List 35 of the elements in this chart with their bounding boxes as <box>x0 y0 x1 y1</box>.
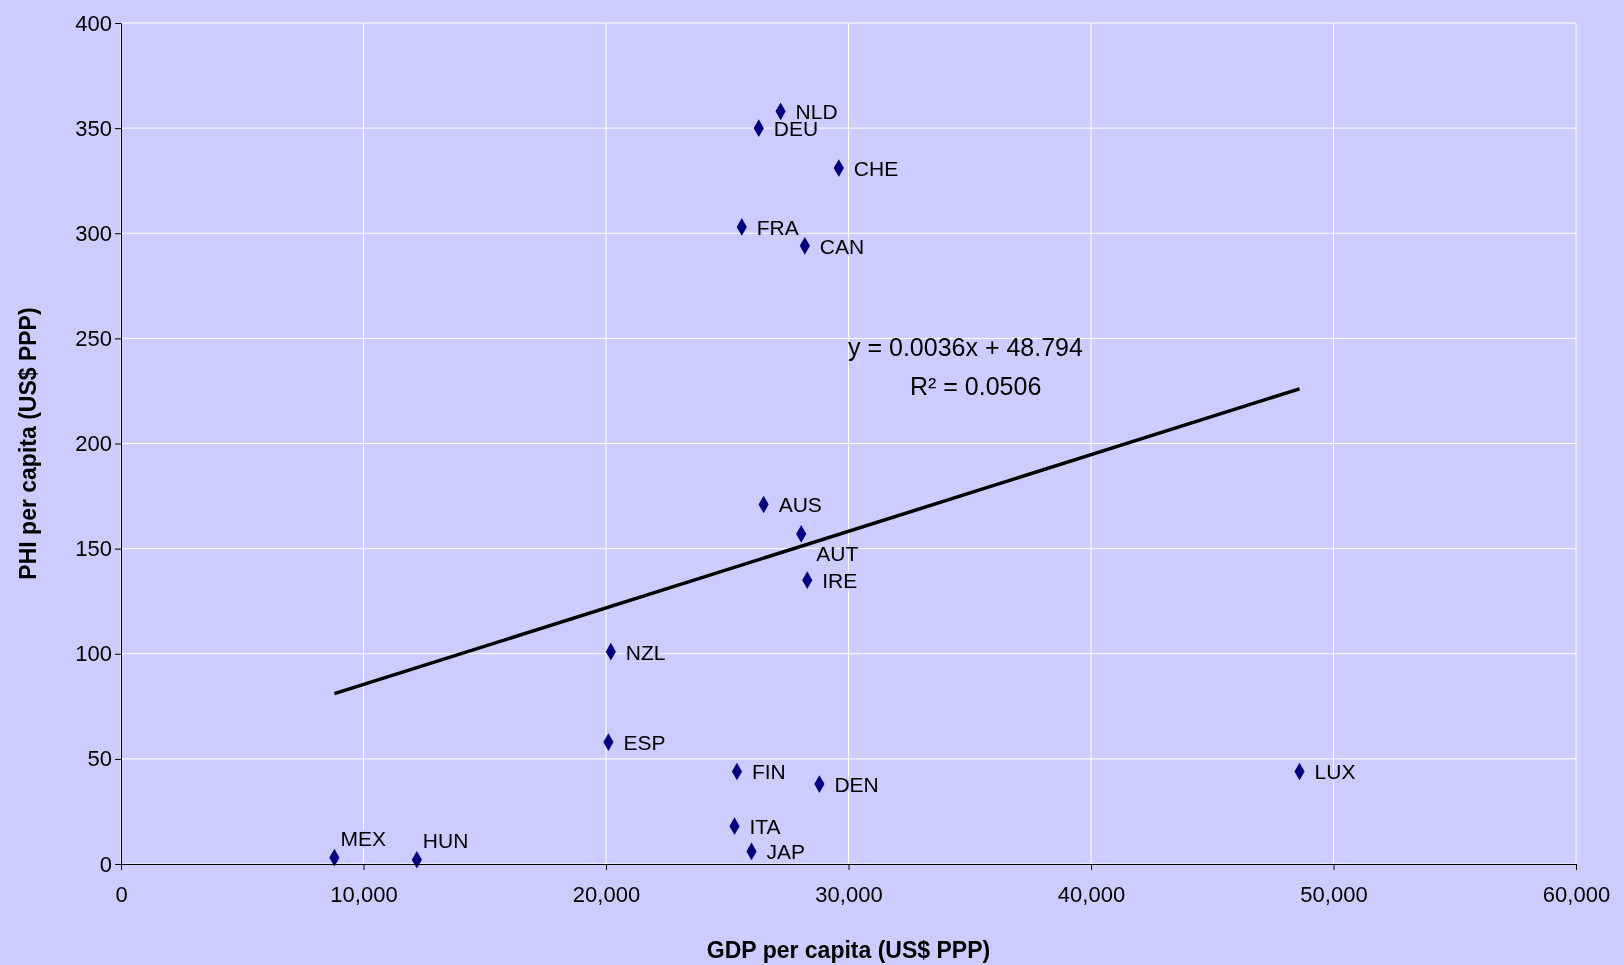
annotation: y = 0.0036x + 48.794 <box>848 333 1084 361</box>
y-tick-label: 300 <box>75 220 112 246</box>
y-tick-label: 0 <box>99 851 112 877</box>
annotation: ITA <box>749 815 781 839</box>
annotation: HUN <box>422 828 469 852</box>
x-tick-label: 0 <box>115 881 128 907</box>
x-tick-label: 30,000 <box>815 881 883 907</box>
y-tick-label: 150 <box>75 536 112 562</box>
annotation: ESP <box>623 731 666 755</box>
annotation: AUT <box>816 542 859 566</box>
x-tick-label: 40,000 <box>1057 881 1126 907</box>
annotation: FIN <box>751 760 786 784</box>
x-tick-label: 20,000 <box>572 881 641 907</box>
y-tick-label: 400 <box>75 10 112 36</box>
annotation: IRE <box>822 569 858 593</box>
y-axis-title: PHI per capita (US$ PPP) <box>15 307 41 580</box>
annotation: DEN <box>834 773 879 797</box>
x-tick-label: 60,000 <box>1542 881 1611 907</box>
y-tick-label: 250 <box>75 325 112 351</box>
y-tick-label: 50 <box>87 746 112 772</box>
y-tick-label: 200 <box>75 431 112 457</box>
x-tick-label: 50,000 <box>1300 881 1368 907</box>
annotation: LUX <box>1314 760 1356 784</box>
annotation: CHE <box>853 157 899 181</box>
annotation: AUS <box>778 493 822 517</box>
x-axis-title: GDP per capita (US$ PPP) <box>706 937 991 963</box>
y-tick-label: 100 <box>75 641 112 667</box>
annotation: NZL <box>625 640 666 664</box>
annotation: R² = 0.0506 <box>910 372 1042 400</box>
annotation: MEX <box>340 826 386 850</box>
annotation: JAP <box>766 840 806 864</box>
annotation: FRA <box>756 215 799 239</box>
annotation: CAN <box>819 234 865 258</box>
y-tick-label: 350 <box>75 115 112 141</box>
x-tick-label: 10,000 <box>330 881 398 907</box>
